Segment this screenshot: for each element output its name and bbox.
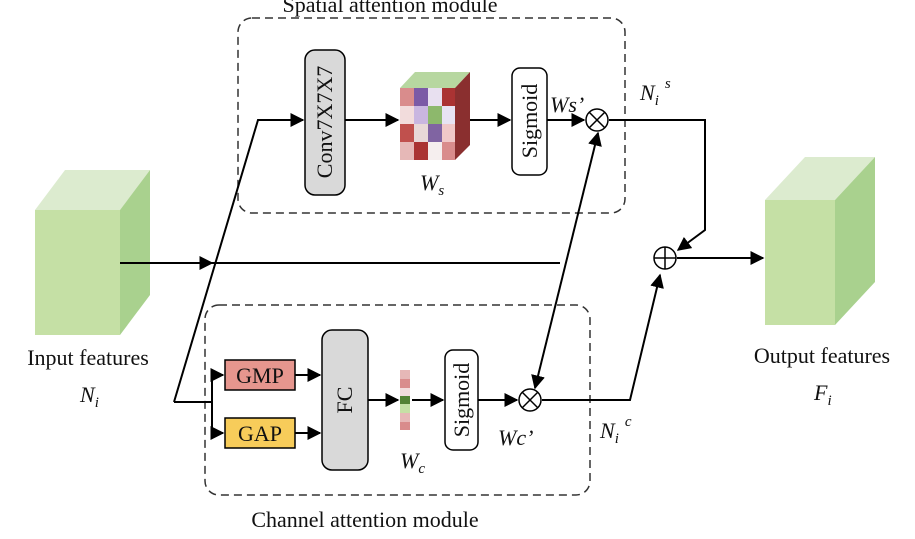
diagram: Spatial attention module Channel attenti… — [0, 0, 915, 539]
spatial-title: Spatial attention module — [282, 0, 497, 17]
channel-weight-prime: Wc’ — [498, 425, 533, 450]
spatial-output: Nis — [639, 76, 671, 109]
input-cube — [35, 170, 150, 335]
spatial-weight: Ws — [420, 170, 444, 199]
fc-label: FC — [332, 387, 357, 414]
output-symbol: Fi — [813, 380, 832, 409]
channel-sigmoid: Sigmoid — [449, 363, 474, 438]
channel-weight-vector — [400, 370, 410, 430]
spatial-weight-prime: Ws’ — [550, 92, 584, 117]
input-symbol: Ni — [79, 382, 99, 411]
connections — [120, 120, 763, 433]
gmp-label: GMP — [236, 363, 284, 388]
output-label: Output features — [754, 343, 890, 368]
input-label: Input features — [27, 345, 149, 370]
channel-title: Channel attention module — [251, 507, 478, 532]
channel-output: Nic — [599, 414, 632, 447]
gap-label: GAP — [238, 421, 282, 446]
channel-weight: Wc — [400, 448, 425, 477]
conv-label: Conv7X7X7 — [312, 66, 337, 178]
spatial-sigmoid: Sigmoid — [517, 84, 542, 159]
spatial-weight-cube — [400, 72, 470, 160]
output-cube — [765, 157, 875, 325]
